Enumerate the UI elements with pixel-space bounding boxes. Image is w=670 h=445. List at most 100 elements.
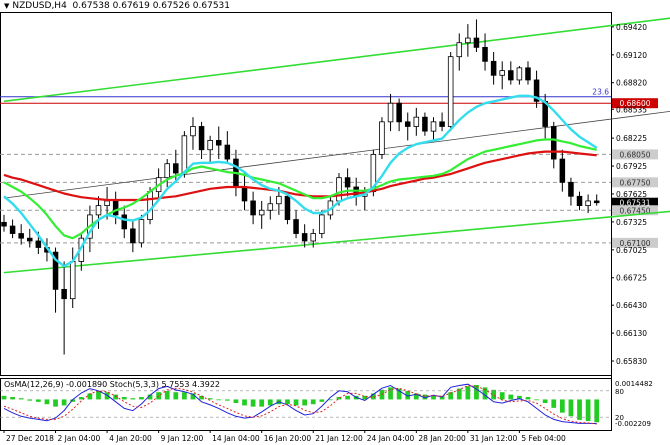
- ohlc-readout: 0.67538 0.67619 0.67526 0.67531: [72, 1, 230, 11]
- candle-body: [147, 191, 153, 220]
- time-tick-label: 4 Jan 20:00: [109, 434, 152, 443]
- osma-bar: [559, 399, 565, 413]
- price-tick-label: 0.68820: [616, 79, 647, 88]
- price-tick-label: 0.66725: [616, 274, 647, 283]
- candle-body: [61, 288, 67, 300]
- osma-bar: [336, 397, 342, 400]
- osma-bar: [431, 395, 436, 400]
- candle-body: [173, 163, 179, 174]
- candle-body: [112, 200, 119, 216]
- osma-bar: [448, 392, 454, 400]
- osma-bar: [396, 388, 402, 400]
- candle-body: [138, 219, 145, 244]
- osma-bar: [371, 393, 376, 400]
- candle-body: [9, 225, 16, 234]
- sub-scale-label: 0.0014482: [615, 380, 653, 388]
- dropdown-triangle-icon[interactable]: ▼: [4, 2, 10, 10]
- osma-bar: [87, 393, 93, 400]
- candle-body: [198, 126, 205, 151]
- sub-scale-label: 80: [615, 388, 624, 396]
- candle-body: [95, 205, 102, 216]
- candle-body: [18, 233, 24, 239]
- price-tick-label: 0.66130: [616, 329, 647, 338]
- sub-scale-label: 20: [615, 414, 624, 422]
- osma-bar: [577, 399, 582, 420]
- candle-body: [190, 126, 196, 137]
- price-tick-label: 0.67925: [616, 162, 647, 171]
- candle-body: [35, 240, 42, 248]
- osma-bar: [465, 386, 471, 400]
- time-tick-label: 27 Dec 2018: [6, 434, 54, 443]
- candle-body: [490, 60, 497, 76]
- stoch-label: Stoch(5,3,3) 5.7553 4.3922: [109, 380, 221, 389]
- osma-bar: [18, 398, 24, 400]
- osma-bar: [156, 392, 161, 400]
- osma-bar: [216, 399, 222, 401]
- symbol-label: NZDUSD,H4: [12, 1, 67, 11]
- ma-slow-line: [3, 150, 597, 202]
- candle-body: [533, 79, 540, 102]
- candle-body: [559, 158, 566, 183]
- osma-bar: [302, 399, 308, 406]
- level-box: [612, 205, 658, 216]
- price-tick-label: 0.65830: [616, 357, 647, 366]
- channel-mid-line: [3, 110, 670, 199]
- osma-bar: [259, 399, 265, 407]
- level-box: [612, 98, 658, 109]
- osma-bar: [121, 397, 127, 400]
- level-box: [612, 237, 658, 248]
- time-tick-label: 31 Jan 12:00: [470, 434, 518, 443]
- candle-body: [568, 181, 574, 197]
- osma-bar: [534, 399, 539, 401]
- level-box: [612, 177, 658, 188]
- candle-body: [293, 219, 299, 234]
- candle-body: [241, 186, 248, 202]
- osma-bar: [164, 391, 170, 400]
- osma-bar: [78, 397, 84, 400]
- osma-bar: [242, 399, 247, 406]
- stoch-main-line: [3, 383, 597, 424]
- osma-bar: [551, 399, 557, 408]
- level-box: [612, 149, 658, 160]
- osma-label: OsMA(12,26,9) -0.001890: [4, 380, 108, 389]
- ma-mid-line: [3, 94, 598, 268]
- level-label: 0.68600: [619, 99, 650, 108]
- osma-bar: [147, 394, 153, 400]
- osma-bar: [173, 392, 179, 400]
- candle-body: [27, 237, 33, 242]
- osma-bar: [96, 391, 101, 400]
- candle-body: [164, 163, 170, 179]
- osma-bar: [568, 399, 574, 417]
- osma-bar: [224, 399, 230, 401]
- candle-body: [422, 116, 428, 132]
- osma-bar: [422, 394, 428, 400]
- osma-bar: [53, 399, 58, 407]
- osma-bar: [113, 394, 119, 400]
- candle-body: [430, 121, 437, 132]
- level-label: 0.67100: [619, 239, 650, 248]
- osma-bar: [130, 398, 136, 400]
- osma-bar: [70, 399, 76, 402]
- osma-bar: [482, 387, 488, 400]
- osma-bar: [10, 397, 15, 400]
- time-tick-label: 21 Jan 12:00: [315, 434, 363, 443]
- candle-body: [52, 251, 59, 290]
- osma-bar: [413, 393, 419, 400]
- osma-bar: [362, 395, 368, 400]
- candle-body: [284, 195, 291, 220]
- candle-body: [465, 37, 471, 44]
- candle-body: [207, 140, 213, 151]
- candle-body: [267, 203, 274, 211]
- indicator-header: OsMA(12,26,9) -0.001890 Stoch(5,3,3) 5.7…: [4, 380, 220, 389]
- candle-body: [301, 233, 308, 242]
- osma-bar: [525, 397, 531, 400]
- osma-bar: [474, 384, 479, 400]
- osma-bar: [250, 399, 256, 407]
- time-tick-label: 9 Jan 12:00: [161, 434, 204, 443]
- candle-body: [508, 70, 514, 81]
- candle-body: [516, 67, 523, 81]
- candle-body: [336, 177, 342, 202]
- candle-body: [550, 126, 557, 160]
